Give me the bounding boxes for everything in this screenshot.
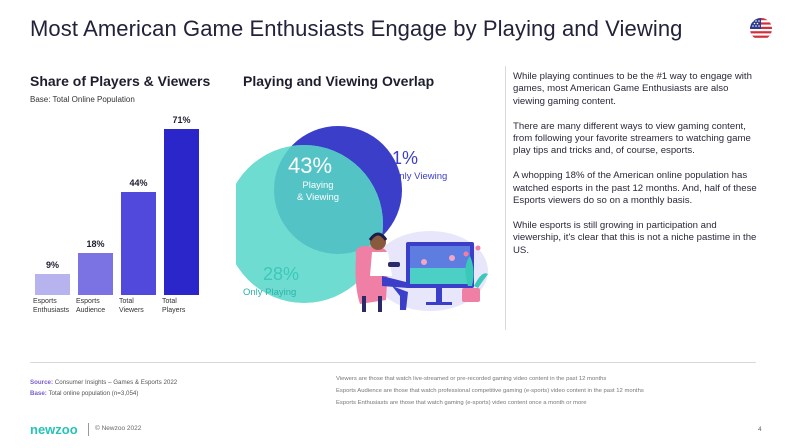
overlap-label-line-2: & Viewing	[296, 191, 340, 203]
source-block: Source: Consumer Insights – Games & Espo…	[30, 377, 177, 399]
note-esports-enthusiasts: Esports Enthusiasts are those that watch…	[336, 400, 587, 406]
bar-category-label-3: Total Players	[162, 298, 186, 314]
page-title: Most American Game Enthusiasts Engage by…	[30, 16, 683, 41]
base-text: Total online population (n=3,054)	[48, 390, 139, 397]
bar-value-label-2: 44%	[129, 178, 148, 189]
newzoo-logo: newzoo	[30, 422, 78, 437]
bar-0	[35, 273, 70, 295]
bar-chart: 9% Esports Enthusiasts 18% Esports Audience 44…	[0, 0, 199, 314]
source-label: Source:	[30, 379, 54, 386]
bar-value-label-0: 9%	[45, 259, 59, 270]
bar-category-label-0: Esports Enthusiasts	[33, 298, 70, 314]
bar-chart-title: Share of Players & Viewers	[30, 73, 211, 89]
playing-only-label: Only Playing	[243, 287, 297, 298]
overlap-value: 43%	[288, 153, 333, 178]
copyright: © Newzoo 2022	[95, 425, 142, 432]
viewing-only-label: Only Viewing	[392, 171, 448, 182]
body-paragraph-4: While esports is still growing in partic…	[513, 219, 757, 256]
venn-title: Playing and Viewing Overlap	[243, 73, 435, 89]
us-flag-icon	[750, 18, 772, 40]
page-number: 4	[758, 426, 762, 433]
base-label: Base:	[30, 390, 47, 397]
bar-value-label-1: 18%	[86, 238, 105, 249]
bar-value-label-3: 71%	[172, 115, 191, 125]
overlap-region	[274, 145, 383, 254]
note-viewers: Viewers are those that watch live-stream…	[336, 376, 607, 382]
viewing-only-value: 1%	[392, 148, 419, 168]
overlap-label-line-1: Playing	[302, 180, 334, 191]
footer-divider	[30, 362, 756, 363]
column-divider	[505, 66, 506, 330]
bar-2	[121, 192, 156, 295]
note-esports-audience: Esports Audience are those that watch pr…	[336, 388, 644, 394]
body-paragraph-1: While playing continues to be the #1 way…	[513, 71, 752, 107]
bar-chart-base: Base: Total Online Population	[30, 95, 135, 104]
logo-divider	[88, 423, 89, 436]
bar-1	[78, 252, 113, 295]
gamer-illustration	[355, 231, 488, 312]
bar-category-label-2: Total Viewers	[119, 298, 144, 314]
venn-diagram	[236, 126, 402, 303]
bar-category-label-1: Esports Audience	[76, 298, 106, 314]
playing-only-value: 28%	[263, 264, 300, 284]
body-paragraph-3: A whopping 18% of the American online po…	[513, 170, 757, 207]
definition-notes: Viewers are those that watch live-stream…	[336, 373, 644, 409]
source-text: Consumer Insights – Games & Esports 2022	[54, 379, 178, 386]
bar-3	[164, 129, 199, 295]
overlap-label: Playing & Viewing	[290, 180, 346, 203]
body-text: While playing continues to be the #1 way…	[513, 71, 763, 269]
body-paragraph-2: There are many different ways to view ga…	[513, 120, 751, 157]
